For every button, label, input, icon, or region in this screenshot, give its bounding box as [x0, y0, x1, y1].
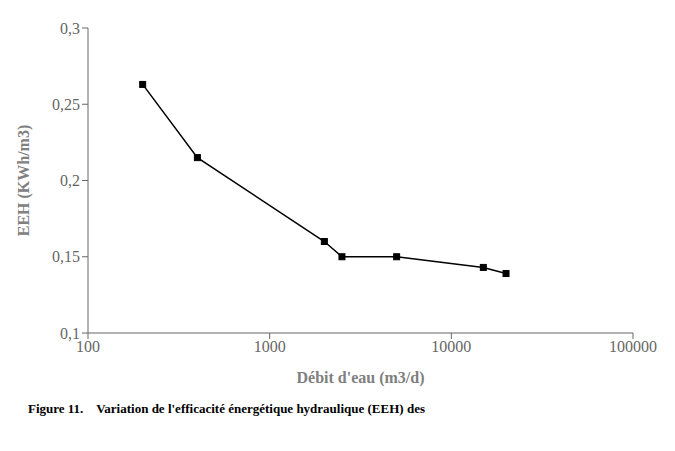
- svg-text:Débit d'eau (m3/d): Débit d'eau (m3/d): [297, 369, 425, 387]
- svg-text:0,2: 0,2: [60, 172, 80, 189]
- svg-text:0,3: 0,3: [60, 20, 80, 37]
- svg-text:1000: 1000: [254, 338, 286, 355]
- html-text:Figure 11. Variation de l'effi: Figure 11. Variation de l'efficacité éne…: [28, 401, 425, 416]
- svg-text:0,25: 0,25: [52, 96, 80, 113]
- svg-text:10000: 10000: [431, 338, 471, 355]
- svg-text:100000: 100000: [609, 338, 657, 355]
- svg-text:EEH (KWh/m3): EEH (KWh/m3): [15, 125, 33, 237]
- svg-text:0,1: 0,1: [60, 325, 80, 342]
- svg-text:100: 100: [76, 338, 100, 356]
- svg-text:0,15: 0,15: [52, 248, 80, 265]
